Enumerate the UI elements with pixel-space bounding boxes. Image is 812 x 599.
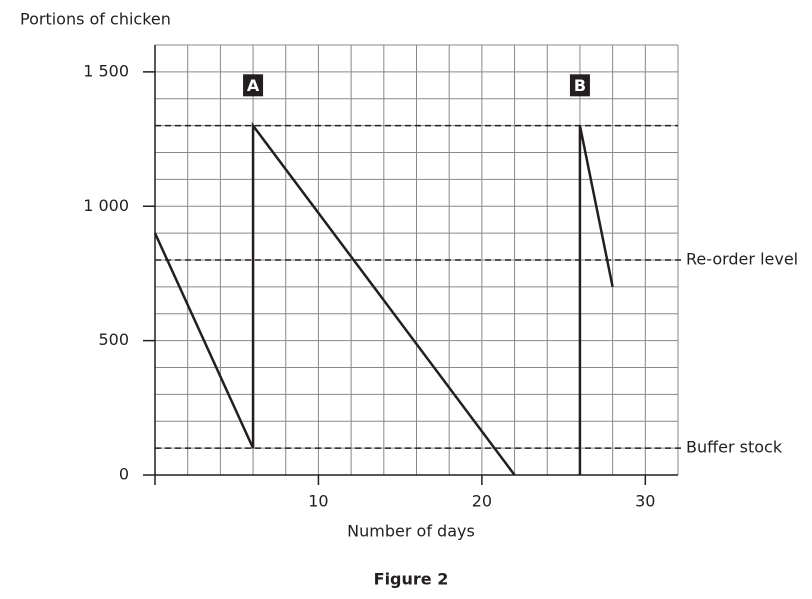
annotation: B — [574, 76, 586, 95]
y-axis-label: Portions of chicken — [20, 10, 171, 29]
y-tick-label: 1 000 — [83, 196, 129, 215]
y-tick-label: 0 — [119, 465, 129, 484]
y-tick-label: 500 — [98, 330, 129, 349]
reference-label: Re-order level — [686, 250, 798, 269]
x-tick-label: 20 — [472, 492, 492, 511]
data-line — [153, 121, 614, 476]
reference-label: Buffer stock — [686, 438, 783, 457]
x-tick-label: 10 — [308, 492, 328, 511]
x-axis-label: Number of days — [347, 522, 475, 541]
chart-title: Figure 2 — [374, 570, 449, 589]
y-tick-label: 1 500 — [83, 61, 129, 80]
annotation-box — [243, 74, 264, 97]
annotation: A — [247, 76, 260, 95]
x-tick-label: 30 — [635, 492, 655, 511]
annotation-box — [569, 74, 590, 97]
